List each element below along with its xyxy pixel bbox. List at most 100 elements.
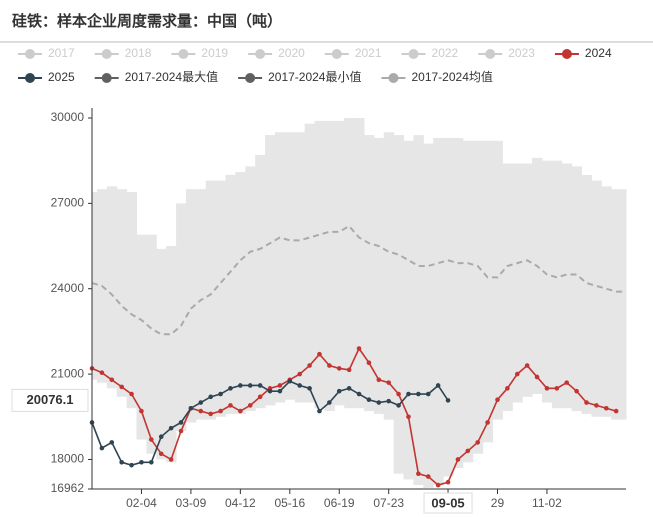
y-tick-label: 24000	[51, 281, 85, 295]
x-tick-label: 11-02	[532, 496, 562, 510]
series-point	[158, 434, 164, 439]
legend-icon[interactable]	[561, 49, 572, 59]
legend-label[interactable]: 2017-2024均值	[411, 69, 492, 84]
range-band	[274, 132, 286, 403]
legend-label[interactable]: 2025	[48, 70, 75, 84]
range-band	[413, 135, 424, 486]
legend-label[interactable]: 2022	[432, 46, 459, 60]
range-band	[512, 163, 523, 403]
x-tick-label: 07-23	[373, 496, 404, 510]
range-band	[136, 234, 147, 440]
legend-icon[interactable]	[101, 73, 112, 83]
legend-icon[interactable]	[408, 49, 419, 59]
y-tick-label: 27000	[51, 196, 85, 210]
x-tick-label: 29	[491, 496, 505, 510]
range-band	[551, 160, 563, 409]
legend-label[interactable]: 2017-2024最小值	[268, 69, 361, 84]
legend-label[interactable]: 2024	[585, 46, 612, 60]
series-point	[416, 471, 421, 476]
legend-label[interactable]: 2020	[278, 46, 305, 60]
y-tick-label: 30000	[51, 110, 85, 124]
legend-label[interactable]: 2023	[508, 46, 535, 60]
range-band	[611, 189, 622, 420]
x-tick-label: 05-16	[274, 496, 305, 510]
range-band	[393, 135, 405, 474]
series-point	[119, 384, 124, 390]
series-point	[247, 383, 253, 388]
range-band	[443, 137, 454, 477]
mean-line	[91, 224, 627, 336]
series-point	[386, 398, 392, 404]
legend-icon[interactable]	[101, 49, 112, 59]
legend-icon[interactable]	[485, 49, 496, 59]
series-point	[554, 386, 560, 391]
series-point	[435, 482, 441, 488]
series-point	[475, 440, 481, 445]
range-band	[324, 120, 335, 412]
series-point	[99, 370, 105, 375]
series-point	[149, 460, 154, 465]
range-band	[126, 191, 138, 409]
series-point	[218, 391, 223, 397]
range-band	[205, 180, 217, 420]
series-point	[505, 386, 510, 391]
legend-label[interactable]: 2019	[201, 46, 228, 60]
range-band	[225, 174, 236, 414]
legend-icon[interactable]	[178, 49, 189, 59]
range-band	[344, 118, 355, 409]
series-point	[168, 425, 174, 431]
range-band	[176, 203, 187, 432]
legend-icon[interactable]	[245, 73, 256, 83]
series-point	[168, 457, 174, 462]
series-point	[524, 363, 530, 368]
series-line	[91, 346, 617, 486]
series-point	[386, 380, 392, 385]
range-band	[314, 120, 325, 409]
series-point	[198, 400, 204, 405]
series-point	[139, 460, 144, 465]
series-point	[584, 400, 589, 405]
series-point	[425, 474, 431, 479]
legend-label[interactable]: 2021	[355, 46, 382, 60]
x-crosshair-box	[423, 492, 473, 514]
series-point	[327, 363, 332, 368]
series-point	[99, 445, 105, 451]
range-band	[265, 135, 276, 406]
chart-title: 硅铁：样本企业周度需求量：中国（吨）	[12, 12, 282, 30]
range-band	[185, 189, 197, 423]
series-point	[336, 366, 342, 371]
series-point	[297, 371, 302, 377]
range-band	[591, 180, 602, 417]
series-point	[544, 386, 550, 391]
legend-icon[interactable]	[25, 73, 35, 83]
legend-icon[interactable]	[255, 49, 266, 59]
range-band	[383, 132, 395, 420]
series-point	[406, 414, 411, 420]
series-point	[603, 405, 609, 411]
series-point	[277, 388, 283, 394]
series-point	[336, 388, 342, 394]
series-point	[149, 437, 154, 442]
legend-icon[interactable]	[25, 49, 35, 59]
series-point	[208, 411, 213, 417]
legend-label[interactable]: 2017-2024最大值	[125, 69, 218, 84]
range-band	[106, 186, 118, 389]
range-band	[522, 163, 533, 397]
legend-icon[interactable]	[388, 73, 399, 83]
x-tick-label: 04-12	[225, 496, 256, 510]
range-band	[116, 189, 128, 397]
range-band	[373, 137, 385, 414]
legend-label[interactable]: 2018	[125, 46, 152, 60]
series-point	[495, 397, 500, 403]
series-point	[238, 408, 243, 414]
series-point	[346, 367, 352, 373]
series-point	[346, 386, 352, 391]
range-band	[621, 189, 627, 420]
range-band	[581, 174, 592, 414]
legend-icon[interactable]	[331, 49, 342, 59]
series-point	[297, 383, 302, 388]
range-band	[255, 154, 266, 409]
range-band	[195, 189, 207, 420]
legend-label[interactable]: 2017	[48, 46, 75, 60]
series-point	[307, 363, 312, 368]
